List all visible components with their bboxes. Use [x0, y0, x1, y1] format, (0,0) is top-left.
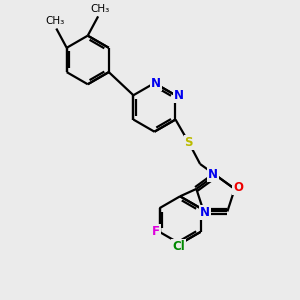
Text: O: O — [233, 181, 243, 194]
Text: N: N — [208, 168, 218, 181]
Text: N: N — [200, 206, 210, 219]
Text: CH₃: CH₃ — [90, 4, 109, 14]
Text: S: S — [184, 136, 193, 149]
Text: N: N — [151, 76, 161, 90]
Text: CH₃: CH₃ — [45, 16, 64, 26]
Text: F: F — [152, 225, 160, 239]
Text: N: N — [173, 89, 184, 102]
Text: Cl: Cl — [172, 240, 185, 253]
